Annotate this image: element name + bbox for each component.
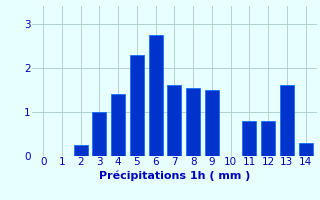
- Bar: [167, 85, 181, 156]
- Bar: [92, 112, 107, 156]
- Bar: [148, 35, 163, 156]
- Bar: [111, 94, 125, 156]
- Bar: [280, 85, 294, 156]
- Bar: [186, 88, 200, 156]
- Bar: [261, 121, 275, 156]
- Bar: [205, 90, 219, 156]
- Bar: [74, 145, 88, 156]
- X-axis label: Précipitations 1h ( mm ): Précipitations 1h ( mm ): [99, 170, 250, 181]
- Bar: [130, 55, 144, 156]
- Bar: [242, 121, 256, 156]
- Bar: [299, 143, 313, 156]
